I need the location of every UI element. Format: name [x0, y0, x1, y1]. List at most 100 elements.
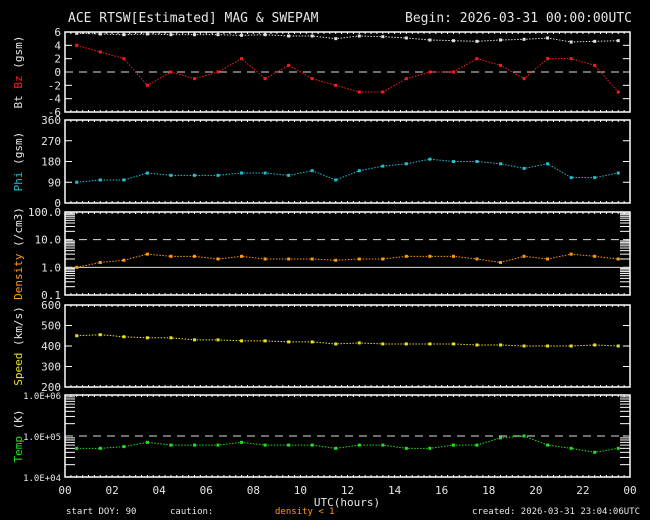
x-tick-label: 08	[247, 484, 260, 497]
data-point-phi	[616, 171, 620, 175]
data-point-temp	[98, 446, 102, 450]
y-tick-label: -2	[48, 79, 61, 92]
data-point-density	[546, 257, 550, 261]
y-label-part: Bt	[12, 95, 25, 108]
y-tick-label: 6	[54, 26, 61, 39]
data-point-density	[122, 258, 126, 262]
data-point-bt	[122, 33, 126, 37]
y-label-name: Speed	[12, 353, 25, 386]
created-time: created: 2026-03-31 23:04:06UTC	[472, 507, 640, 517]
data-point-bz	[475, 57, 479, 61]
data-point-density	[263, 257, 267, 261]
data-point-bz	[122, 57, 126, 61]
data-point-phi	[593, 176, 597, 180]
data-point-bz	[522, 77, 526, 81]
y-tick-label: 2	[54, 53, 61, 66]
data-point-phi	[522, 166, 526, 170]
x-tick-label: 06	[200, 484, 213, 497]
y-tick-label: 270	[41, 135, 61, 148]
y-tick-label: 500	[41, 320, 61, 333]
data-point-bt	[569, 40, 573, 44]
data-point-phi	[240, 171, 244, 175]
x-tick-label: 12	[341, 484, 354, 497]
panel-3: 600 500 400 300 200 Speed (km/s)	[12, 299, 631, 394]
y-label-part: Bz	[12, 75, 25, 95]
data-point-bt	[428, 38, 432, 42]
data-point-bz	[428, 70, 432, 74]
data-point-bt	[546, 36, 550, 40]
y-axis-label: Temp (K)	[12, 410, 25, 463]
data-point-speed	[263, 339, 267, 343]
panel-frame	[64, 119, 631, 204]
data-point-bt	[404, 36, 408, 40]
data-point-bt	[334, 37, 338, 41]
data-point-bt	[216, 33, 220, 37]
data-point-speed	[475, 343, 479, 347]
y-tick-label: 600	[41, 299, 61, 312]
data-point-density	[216, 257, 220, 261]
data-point-bt	[310, 34, 314, 38]
data-point-bz	[334, 83, 338, 87]
x-tick-label: 00	[623, 484, 636, 497]
data-point-density	[98, 260, 102, 264]
begin-time: Begin: 2026-03-31 00:00:00UTC	[405, 11, 632, 26]
y-tick-label: 360	[41, 114, 61, 127]
x-tick-label: 16	[435, 484, 448, 497]
data-point-density	[475, 257, 479, 261]
data-point-density	[240, 254, 244, 258]
data-point-bz	[404, 77, 408, 81]
data-point-temp	[287, 443, 291, 447]
x-tick-label: 20	[529, 484, 542, 497]
x-axis-label: UTC(hours)	[314, 496, 380, 509]
data-point-phi	[75, 180, 79, 184]
data-point-bz	[75, 43, 79, 47]
data-point-bz	[593, 63, 597, 67]
y-tick-label: 0	[54, 197, 61, 210]
data-point-bt	[522, 37, 526, 41]
data-point-bt	[263, 33, 267, 37]
data-point-temp	[216, 443, 220, 447]
series-line-bt	[76, 32, 619, 43]
data-point-density	[381, 257, 385, 261]
y-tick-label: 1.0E+06	[23, 392, 61, 402]
data-point-speed	[310, 340, 314, 344]
data-point-temp	[122, 445, 126, 449]
start-doy: start DOY: 90	[66, 507, 136, 517]
data-point-temp	[240, 440, 244, 444]
data-point-bt	[169, 33, 173, 37]
data-point-phi	[122, 178, 126, 182]
data-point-speed	[499, 343, 503, 347]
data-point-phi	[263, 171, 267, 175]
data-point-phi	[145, 171, 149, 175]
y-tick-label: 100.0	[28, 206, 61, 219]
y-label-unit: (K)	[12, 410, 25, 437]
data-point-bt	[593, 39, 597, 43]
y-tick-label: 0	[54, 66, 61, 79]
data-point-density	[593, 254, 597, 258]
data-point-density	[428, 254, 432, 258]
data-point-phi	[310, 169, 314, 173]
data-point-temp	[381, 443, 385, 447]
data-point-bz	[451, 70, 455, 74]
series-line-speed	[76, 334, 619, 347]
data-point-bt	[75, 31, 79, 35]
data-point-speed	[122, 335, 126, 339]
data-point-density	[451, 254, 455, 258]
y-tick-label: 1.0	[41, 261, 61, 274]
x-tick-label: 18	[482, 484, 495, 497]
data-point-temp	[263, 443, 267, 447]
y-tick-label: 4	[54, 39, 61, 52]
data-point-phi	[404, 162, 408, 166]
data-point-speed	[357, 341, 361, 345]
data-point-temp	[404, 446, 408, 450]
x-tick-label: 02	[105, 484, 118, 497]
data-point-bz	[145, 83, 149, 87]
data-point-bz	[310, 77, 314, 81]
y-label-unit: (/cm3)	[12, 207, 25, 253]
data-point-speed	[404, 342, 408, 346]
data-point-bz	[216, 70, 220, 74]
data-point-bz	[357, 90, 361, 94]
data-point-speed	[428, 342, 432, 346]
data-point-bz	[169, 70, 173, 74]
